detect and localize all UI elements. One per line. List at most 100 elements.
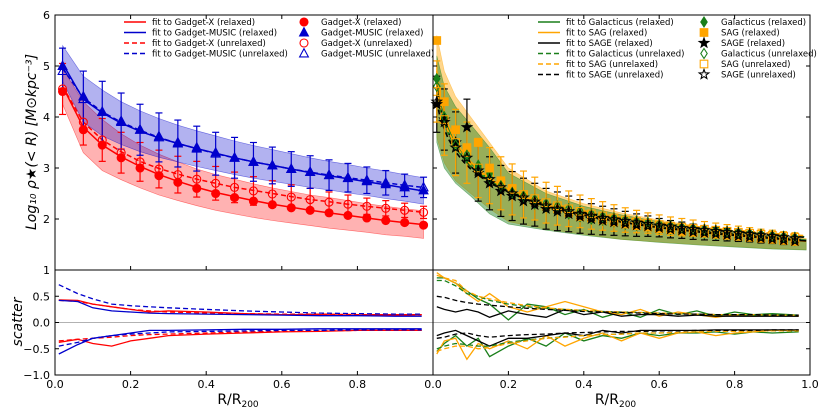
data-point bbox=[361, 174, 373, 185]
data-point bbox=[644, 216, 652, 229]
legend-label: fit to Galacticus (relaxed) bbox=[566, 18, 674, 28]
data-point bbox=[58, 84, 68, 94]
data-point bbox=[508, 186, 517, 199]
data-point bbox=[192, 183, 202, 193]
x-axis-label: R/R200 bbox=[595, 392, 637, 410]
data-point bbox=[173, 177, 183, 187]
legend-label: Gadget-X (unrelaxed) bbox=[321, 39, 412, 49]
x-tick-label: 0.6 bbox=[650, 378, 668, 391]
data-point bbox=[507, 185, 517, 194]
data-point bbox=[598, 210, 607, 223]
scatter-line bbox=[436, 295, 799, 316]
data-point bbox=[418, 220, 429, 230]
data-point bbox=[362, 201, 372, 211]
legend-label: SAG (relaxed) bbox=[721, 29, 780, 39]
legend-label: fit to Gadget-X (relaxed) bbox=[152, 18, 255, 28]
legend-marker-swatch bbox=[699, 59, 709, 69]
data-point bbox=[154, 164, 164, 174]
legend-label: fit to SAG (relaxed) bbox=[566, 29, 647, 39]
data-point bbox=[700, 223, 709, 236]
fit-line bbox=[61, 86, 424, 214]
x-tick-label: 0.6 bbox=[273, 378, 291, 391]
scatter-line bbox=[58, 328, 422, 355]
legend-label: fit to SAGE (relaxed) bbox=[566, 39, 653, 49]
legend-label: Galacticus (unrelaxed) bbox=[721, 50, 817, 60]
legend-label: fit to Galacticus (unrelaxed) bbox=[566, 50, 684, 60]
data-point bbox=[432, 80, 441, 93]
data-point bbox=[230, 193, 240, 203]
legend-label: Gadget-MUSIC (unrelaxed) bbox=[321, 50, 434, 60]
data-point bbox=[432, 72, 441, 85]
data-point bbox=[632, 215, 641, 228]
data-point bbox=[305, 195, 315, 205]
data-point bbox=[768, 229, 777, 242]
data-point bbox=[451, 138, 460, 147]
scatter-line bbox=[436, 329, 799, 339]
data-point bbox=[539, 199, 553, 212]
data-point bbox=[460, 120, 474, 133]
data-point bbox=[400, 218, 410, 228]
data-point bbox=[267, 200, 277, 210]
scatter-line bbox=[58, 329, 422, 347]
legend-marker-swatch bbox=[700, 15, 708, 29]
data-point bbox=[78, 125, 88, 135]
data-point bbox=[528, 195, 541, 207]
data-point bbox=[677, 221, 686, 234]
data-point bbox=[573, 207, 587, 220]
x-tick-label: 1.0 bbox=[801, 378, 819, 391]
data-point bbox=[485, 163, 494, 173]
data-point bbox=[517, 191, 530, 203]
legend-label: SAGE (relaxed) bbox=[721, 39, 785, 49]
x-tick-label: 0.2 bbox=[122, 378, 140, 391]
x-axis-label-sub: 200 bbox=[619, 400, 636, 410]
legend-label: fit to Gadget-MUSIC (unrelaxed) bbox=[152, 50, 288, 60]
data-point bbox=[462, 148, 472, 158]
data-point bbox=[211, 188, 221, 199]
y-tick-label: 6 bbox=[43, 9, 50, 22]
data-point bbox=[78, 93, 89, 104]
data-point bbox=[248, 186, 258, 196]
legend-label: fit to Gadget-MUSIC (relaxed) bbox=[152, 29, 277, 39]
data-point bbox=[551, 202, 564, 215]
data-point bbox=[791, 231, 799, 244]
data-point bbox=[485, 171, 494, 181]
scatter-line bbox=[58, 329, 422, 347]
data-point bbox=[519, 190, 528, 199]
x-tick-label: 0.8 bbox=[349, 378, 367, 391]
x-tick-label: 0.4 bbox=[575, 378, 593, 391]
data-point bbox=[686, 222, 700, 235]
legend-marker-swatch bbox=[298, 47, 310, 58]
top-y-axis-label: Log₁₀ ρ★(< R) [M⊙kpc⁻³] bbox=[24, 54, 40, 230]
data-point bbox=[675, 221, 689, 234]
error-bar bbox=[382, 200, 390, 217]
data-point bbox=[135, 157, 145, 167]
data-point bbox=[630, 216, 643, 228]
scatter-line bbox=[436, 329, 799, 361]
y-tick-label: −1.0 bbox=[23, 369, 50, 382]
legend-label: Gadget-MUSIC (relaxed) bbox=[321, 29, 423, 39]
data-point bbox=[418, 181, 429, 192]
data-point bbox=[191, 142, 203, 153]
y-tick-label: 0.0 bbox=[33, 317, 51, 330]
data-point bbox=[496, 178, 506, 188]
legend-marker-swatch bbox=[700, 47, 708, 60]
scatter-line bbox=[58, 284, 422, 315]
data-point bbox=[709, 224, 722, 237]
data-point bbox=[267, 159, 278, 170]
data-point bbox=[621, 213, 630, 226]
bottom-y-axis-label: scatter bbox=[10, 296, 26, 346]
data-point bbox=[562, 204, 576, 217]
data-point bbox=[698, 223, 711, 236]
data-point bbox=[418, 207, 429, 217]
data-point bbox=[324, 197, 334, 207]
data-point bbox=[173, 170, 183, 180]
data-point bbox=[342, 171, 354, 182]
x-axis-label: R/R200 bbox=[217, 392, 259, 410]
data-point bbox=[485, 172, 494, 185]
data-point bbox=[134, 123, 146, 134]
data-point bbox=[230, 182, 240, 192]
data-point bbox=[305, 205, 315, 215]
data-point bbox=[153, 131, 165, 142]
data-point bbox=[585, 209, 598, 222]
